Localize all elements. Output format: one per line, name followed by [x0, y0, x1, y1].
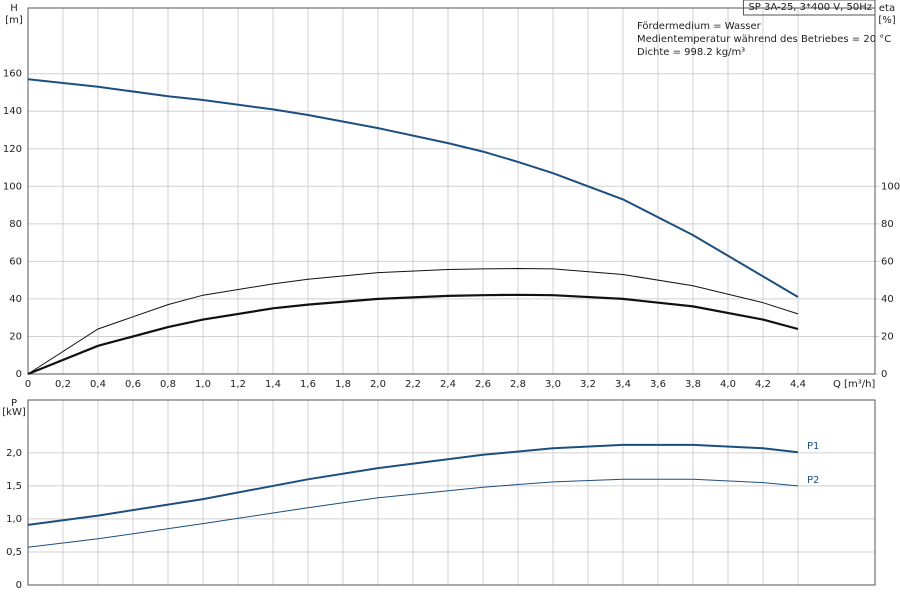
x-tick-label: 3,8 — [685, 379, 701, 390]
y2-tick-label: 100 — [881, 181, 900, 192]
x-tick-label: 1,2 — [230, 379, 246, 390]
y2-tick-label: 20 — [881, 331, 894, 342]
y-tick-label: 0 — [16, 580, 22, 591]
y2-axis-label: eta — [879, 3, 895, 14]
annotation: Fördermedium = Wasser — [637, 21, 762, 32]
annotation: Dichte = 998.2 kg/m³ — [637, 47, 745, 58]
y-tick-label: 120 — [3, 144, 22, 155]
x-tick-label: 1,0 — [195, 379, 211, 390]
y-tick-label: 1,5 — [6, 481, 22, 492]
curve — [27, 478, 799, 548]
y2-tick-label: 40 — [881, 294, 894, 305]
chart-title: SP 3A-25, 3*400 V, 50Hz — [748, 2, 872, 13]
x-tick-label: 0,6 — [125, 379, 141, 390]
x-tick-label: 1,6 — [300, 379, 316, 390]
x-tick-label: 3,6 — [650, 379, 666, 390]
title-box — [742, 0, 876, 16]
x-tick-label: 3,0 — [545, 379, 561, 390]
y-tick-label: 160 — [3, 69, 22, 80]
series-label: P1 — [807, 441, 819, 452]
x-tick-label: 0 — [25, 379, 31, 390]
x-tick-label: 2,0 — [370, 379, 386, 390]
x-tick-label: 3,4 — [615, 379, 631, 390]
plot-frame — [27, 7, 876, 375]
x-tick-label: 4,2 — [755, 379, 771, 390]
y-axis-unit: [kW] — [2, 407, 26, 418]
y2-tick-label: 0 — [881, 369, 887, 380]
y-tick-label: 20 — [9, 331, 22, 342]
y2-tick-label: 60 — [881, 256, 894, 267]
y2-tick-label: 80 — [881, 219, 894, 230]
curve — [27, 443, 799, 526]
curve — [27, 78, 799, 298]
x-tick-label: 4,4 — [790, 379, 806, 390]
y-tick-label: 60 — [9, 256, 22, 267]
plot-frame — [27, 399, 876, 586]
x-tick-label: 1,4 — [265, 379, 281, 390]
curve — [27, 293, 799, 376]
y-axis-unit: [m] — [5, 15, 23, 26]
x-tick-label: 4,0 — [720, 379, 736, 390]
x-tick-label: 2,8 — [510, 379, 526, 390]
y-tick-label: 140 — [3, 106, 22, 117]
x-tick-label: 0,8 — [160, 379, 176, 390]
y-axis-label: H — [10, 3, 18, 14]
y2-axis-unit: [%] — [878, 15, 895, 26]
x-tick-label: 0,4 — [90, 379, 106, 390]
annotation: Medientemperatur während des Betriebes =… — [637, 34, 891, 45]
y-tick-label: 100 — [3, 181, 22, 192]
curve — [27, 267, 799, 375]
x-tick-label: 2,2 — [405, 379, 421, 390]
y-tick-label: 1,0 — [6, 514, 22, 525]
y-tick-label: 2,0 — [6, 448, 22, 459]
y-axis-label: P — [11, 398, 17, 409]
x-tick-label: 2,6 — [475, 379, 491, 390]
x-tick-label: 0,2 — [55, 379, 71, 390]
y-tick-label: 0,5 — [6, 547, 22, 558]
x-axis-label: Q [m³/h] — [833, 379, 875, 390]
x-tick-label: 3,2 — [580, 379, 596, 390]
y-tick-label: 80 — [9, 219, 22, 230]
series-label: P2 — [807, 475, 819, 486]
x-tick-label: 2,4 — [440, 379, 456, 390]
x-tick-label: 1,8 — [335, 379, 351, 390]
y-tick-label: 40 — [9, 294, 22, 305]
y-tick-label: 0 — [16, 369, 22, 380]
